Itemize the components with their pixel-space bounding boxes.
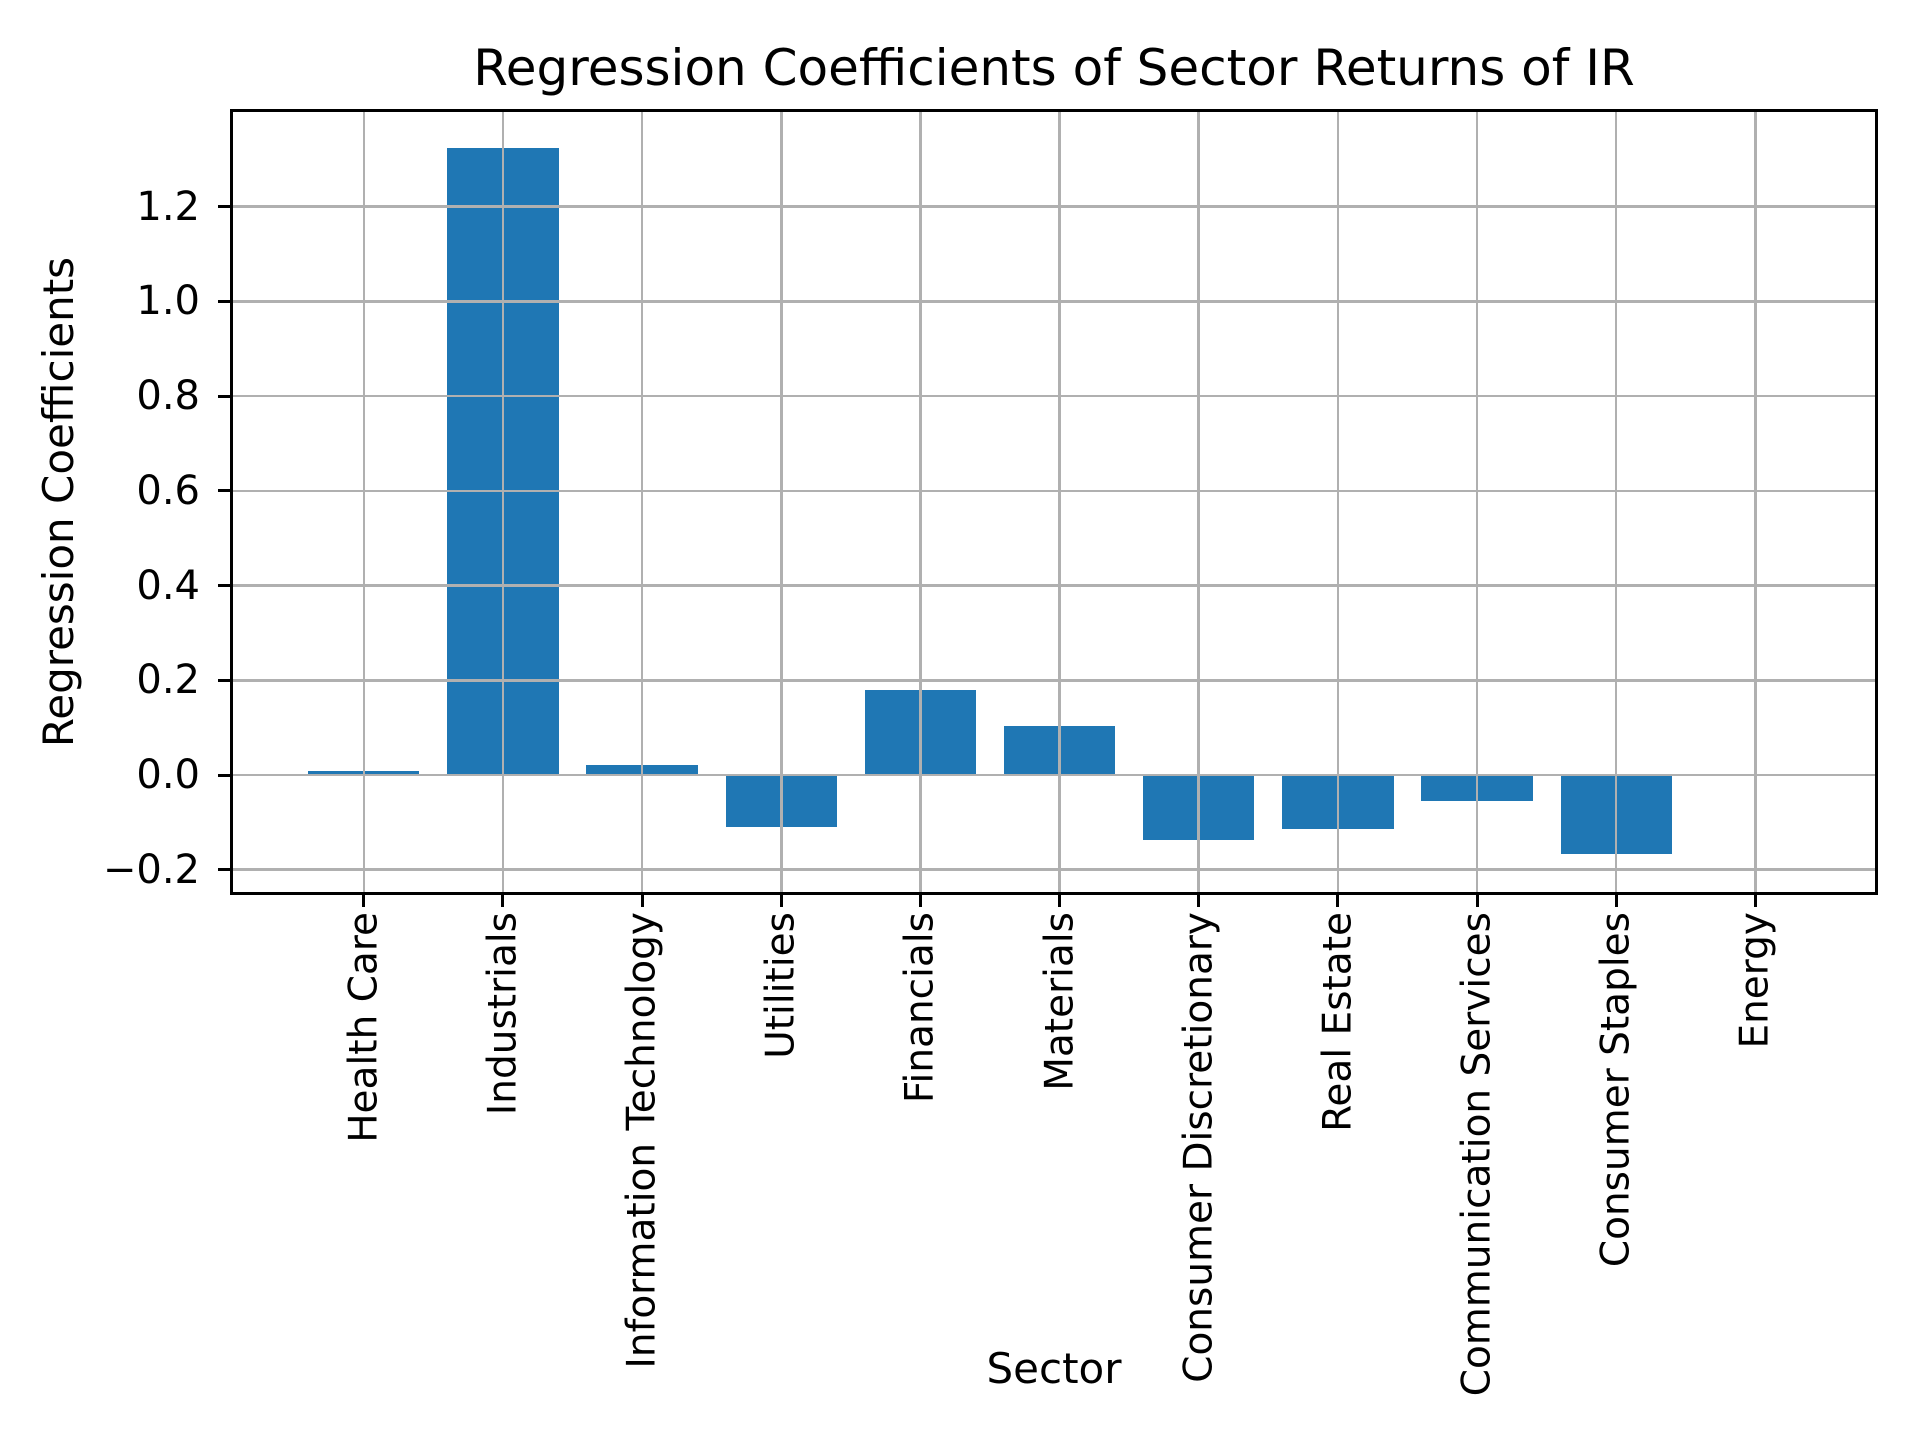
x-tick-label-information-technology: Information Technology xyxy=(619,912,665,1369)
gridline-v xyxy=(362,112,366,892)
gridline-v xyxy=(1754,112,1757,892)
x-tick-label-energy: Energy xyxy=(1732,912,1778,1049)
y-tick-mark xyxy=(218,678,230,682)
y-tick-mark xyxy=(218,299,230,303)
gridline-v xyxy=(1614,112,1618,892)
x-tick-mark xyxy=(1058,895,1062,907)
x-tick-mark xyxy=(1475,895,1479,907)
x-tick-mark xyxy=(362,895,366,907)
y-axis-label: Regression Coefficients xyxy=(34,256,83,748)
gridline-h xyxy=(233,489,1875,493)
gridline-h xyxy=(233,584,1875,587)
y-tick-mark xyxy=(218,584,230,588)
gridline-h xyxy=(233,679,1875,682)
y-tick-label: 0.2 xyxy=(136,657,200,704)
gridline-v xyxy=(1058,112,1061,892)
gridline-v xyxy=(501,112,505,892)
x-tick-label-consumer-discretionary: Consumer Discretionary xyxy=(1176,912,1222,1383)
gridline-h xyxy=(233,394,1875,398)
x-tick-label-communication-services: Communication Services xyxy=(1454,912,1500,1397)
x-tick-label-financials: Financials xyxy=(897,912,943,1104)
y-tick-mark xyxy=(218,489,230,493)
gridline-v xyxy=(640,112,644,892)
gridline-v xyxy=(919,112,922,892)
gridline-v xyxy=(1197,112,1200,892)
gridline-v xyxy=(1475,112,1479,892)
x-tick-mark xyxy=(1336,895,1340,907)
y-tick-mark xyxy=(218,205,230,209)
chart-title: Regression Coefficients of Sector Return… xyxy=(473,39,1635,97)
gridline-h xyxy=(233,205,1875,208)
y-tick-mark xyxy=(218,773,230,777)
y-tick-mark xyxy=(218,394,230,398)
x-tick-label-health-care: Health Care xyxy=(341,912,387,1143)
x-tick-label-materials: Materials xyxy=(1037,912,1083,1091)
x-tick-mark xyxy=(1197,895,1201,907)
plot-area: −0.2 0.0 0.2 0.4 0.6 0.8 1.0 1.2 Health Care Indu… xyxy=(103,109,1878,1396)
gridline-h xyxy=(233,300,1875,303)
gridline-v xyxy=(780,112,783,892)
gridline-v xyxy=(1336,112,1340,892)
y-tick-label: −0.2 xyxy=(102,846,200,893)
x-axis-label: Sector xyxy=(986,1344,1122,1393)
x-tick-mark xyxy=(1614,895,1618,907)
x-tick-mark xyxy=(1753,895,1757,907)
y-tick-label: 0.4 xyxy=(136,562,200,609)
y-tick-label: 0.8 xyxy=(136,373,200,420)
y-tick-label: 0.6 xyxy=(136,467,200,514)
gridline-h xyxy=(233,773,1875,777)
y-tick-label: 1.2 xyxy=(136,183,200,230)
x-tick-label-real-estate: Real Estate xyxy=(1315,912,1361,1132)
y-tick-label: 0.0 xyxy=(136,752,200,799)
x-tick-label-consumer-staples: Consumer Staples xyxy=(1593,912,1639,1268)
x-tick-label-utilities: Utilities xyxy=(758,912,804,1059)
x-tick-mark xyxy=(640,895,644,907)
x-tick-mark xyxy=(779,895,783,907)
y-tick-mark xyxy=(218,868,230,872)
x-tick-label-industrials: Industrials xyxy=(480,912,526,1116)
x-tick-mark xyxy=(501,895,505,907)
gridline-h xyxy=(233,868,1875,871)
x-tick-mark xyxy=(918,895,922,907)
y-tick-label: 1.0 xyxy=(136,278,200,325)
